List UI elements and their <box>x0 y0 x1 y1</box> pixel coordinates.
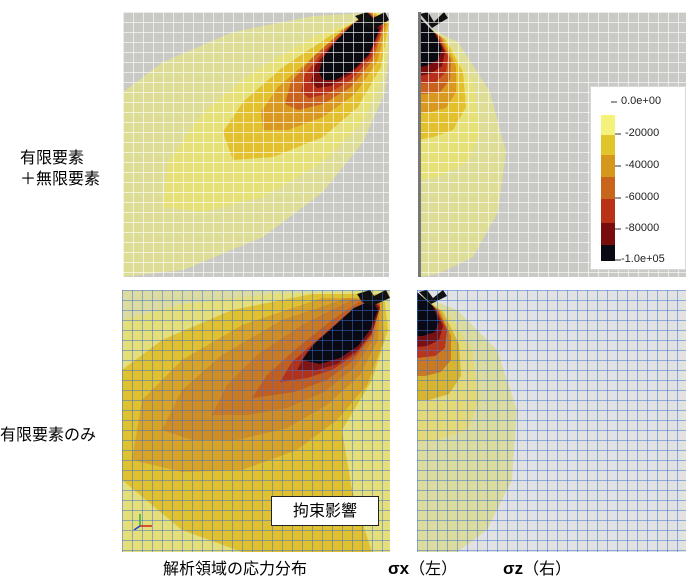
row-label-bottom: 有限要素のみ <box>0 425 97 444</box>
caption-sx-symbol: σx <box>388 559 410 578</box>
axis-triad-icon <box>133 514 152 531</box>
caption-sx: σx（左） <box>388 555 457 579</box>
color-legend: 0.0e+00 -20000 -40000 -60000 -80000 -1.0… <box>590 86 686 270</box>
legend-tick-2: -40000 <box>625 159 660 171</box>
legend-tick-0: 0.0e+00 <box>621 95 662 107</box>
caption-sx-side: （左） <box>409 559 458 578</box>
constraint-effect-callout: 拘束影響 <box>271 496 379 526</box>
legend-tick-1: -20000 <box>625 127 660 139</box>
caption-sz-symbol: σz <box>503 559 524 578</box>
caption-sz-side: （右） <box>523 559 572 578</box>
caption-title: 解析領域の応力分布 <box>163 559 308 578</box>
legend-tick-3: -60000 <box>625 191 660 203</box>
row-label-top-line1: 有限要素 <box>20 148 85 167</box>
legend-tick-4: -80000 <box>625 222 660 234</box>
panel-sz-fe-only <box>417 290 686 552</box>
legend-tick-5: -1.0e+05 <box>621 253 665 265</box>
caption-sz: σz（右） <box>503 555 571 579</box>
panel-sx-fe-only <box>122 290 390 552</box>
color-legend-bar <box>601 101 621 261</box>
panel-sx-fe-ie <box>123 12 389 277</box>
row-label-top-line2: ＋無限要素 <box>20 169 101 188</box>
